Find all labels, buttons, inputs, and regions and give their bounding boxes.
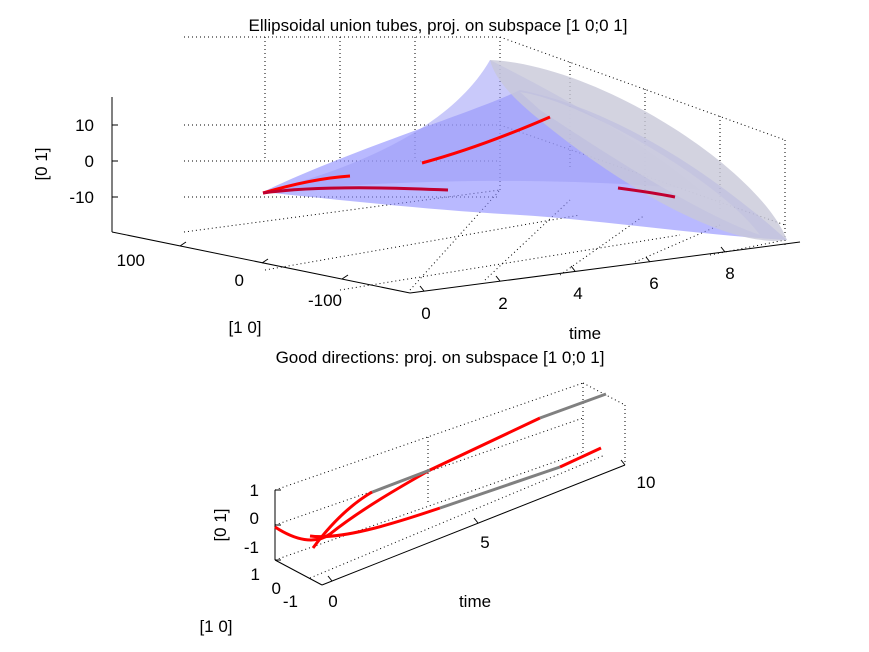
- top-chart-curves: [262, 115, 676, 199]
- bottom-z-tick-label: 1: [250, 481, 259, 500]
- bottom-chart-y-tick-labels: 1 0 -1: [251, 565, 298, 611]
- top-z-tick-label: 0: [85, 152, 94, 171]
- top-y-tick-label: 100: [117, 251, 145, 270]
- top-x-tick-label: 0: [421, 304, 430, 323]
- bottom-curve: [439, 465, 561, 510]
- top-curve: [421, 115, 551, 165]
- bottom-chart-title: Good directions: proj. on subspace [1 0;…: [276, 348, 605, 367]
- top-chart-zlabel: [0 1]: [32, 147, 51, 180]
- top-x-tick-label: 4: [573, 284, 582, 303]
- bottom-chart-ylabel: [1 0]: [199, 617, 232, 636]
- bottom-chart-xlabel: time: [459, 592, 491, 611]
- top-z-tick-label: 10: [75, 116, 94, 135]
- bottom-curve: [311, 490, 373, 549]
- top-curve: [262, 186, 449, 195]
- bottom-chart-curves: [274, 392, 607, 549]
- bottom-chart-z-tick-labels: 1 0 -1: [244, 481, 259, 557]
- bottom-x-tick-label: 10: [637, 473, 656, 492]
- top-chart-z-tick-labels: 10 0 -10: [69, 116, 94, 207]
- bottom-curve: [369, 468, 431, 495]
- bottom-chart-zlabel: [0 1]: [211, 508, 230, 541]
- tube-surface-upper: [263, 60, 700, 192]
- top-chart-y-tick-labels: 100 0 -100: [117, 251, 342, 310]
- bottom-chart-grid: [274, 382, 626, 579]
- bottom-curve: [309, 506, 441, 539]
- top-x-tick-label: 6: [649, 274, 658, 293]
- bottom-z-tick-label: -1: [244, 538, 259, 557]
- bottom-curve: [559, 446, 602, 469]
- bottom-y-tick-label: -1: [283, 592, 298, 611]
- bottom-x-tick-label: 5: [480, 533, 489, 552]
- bottom-y-tick-label: 0: [272, 579, 281, 598]
- top-chart-xlabel: time: [569, 324, 601, 343]
- bottom-curve: [539, 392, 607, 420]
- bottom-chart-axes: [274, 459, 626, 586]
- top-x-tick-label: 8: [725, 264, 734, 283]
- tube-highlight: [520, 92, 760, 235]
- bottom-curve: [274, 416, 541, 542]
- top-y-tick-label: 0: [235, 271, 244, 290]
- top-z-tick-label: -10: [69, 188, 94, 207]
- top-chart-x-tick-labels: 0 2 4 6 8: [421, 264, 734, 323]
- bottom-x-tick-label: 0: [328, 592, 337, 611]
- top-chart-ylabel: [1 0]: [228, 318, 261, 337]
- top-chart-tube-surface: [263, 60, 787, 241]
- top-chart-axes: [111, 97, 801, 294]
- bottom-z-tick-label: 0: [250, 509, 259, 528]
- bottom-y-tick-label: 1: [251, 565, 260, 584]
- bottom-chart-x-tick-labels: 0 5 10: [328, 473, 655, 611]
- top-y-tick-label: -100: [308, 291, 342, 310]
- top-curve: [617, 186, 676, 199]
- top-chart-title: Ellipsoidal union tubes, proj. on subspa…: [249, 16, 628, 35]
- top-x-tick-label: 2: [498, 294, 507, 313]
